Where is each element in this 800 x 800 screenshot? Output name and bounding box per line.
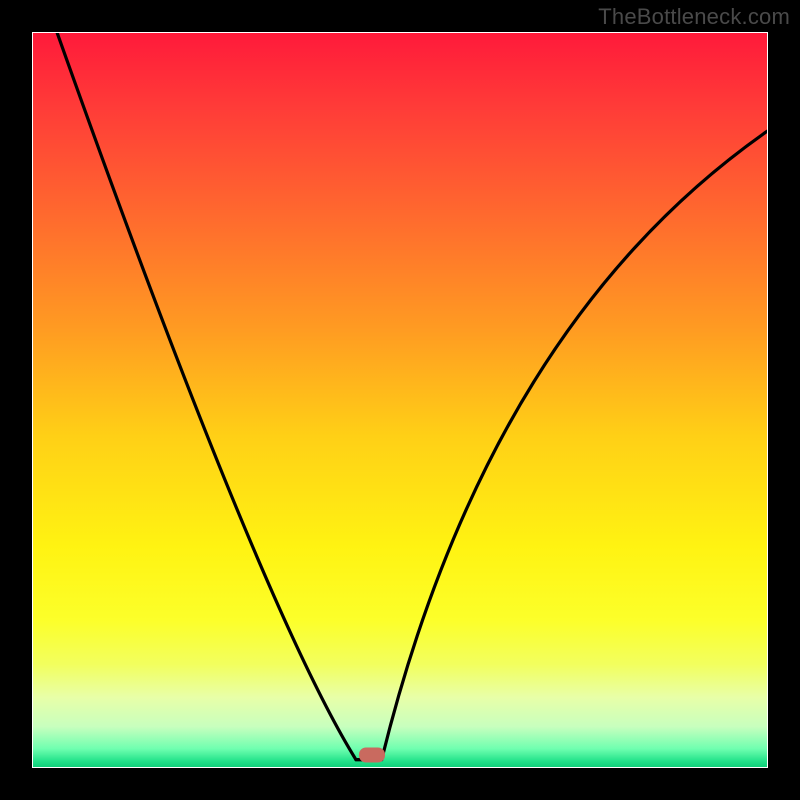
- plot-area: [33, 33, 767, 767]
- optimal-point-marker: [359, 748, 385, 763]
- chart-frame: TheBottleneck.com: [0, 0, 800, 800]
- bottleneck-curve: [33, 33, 767, 767]
- watermark-text: TheBottleneck.com: [598, 4, 790, 30]
